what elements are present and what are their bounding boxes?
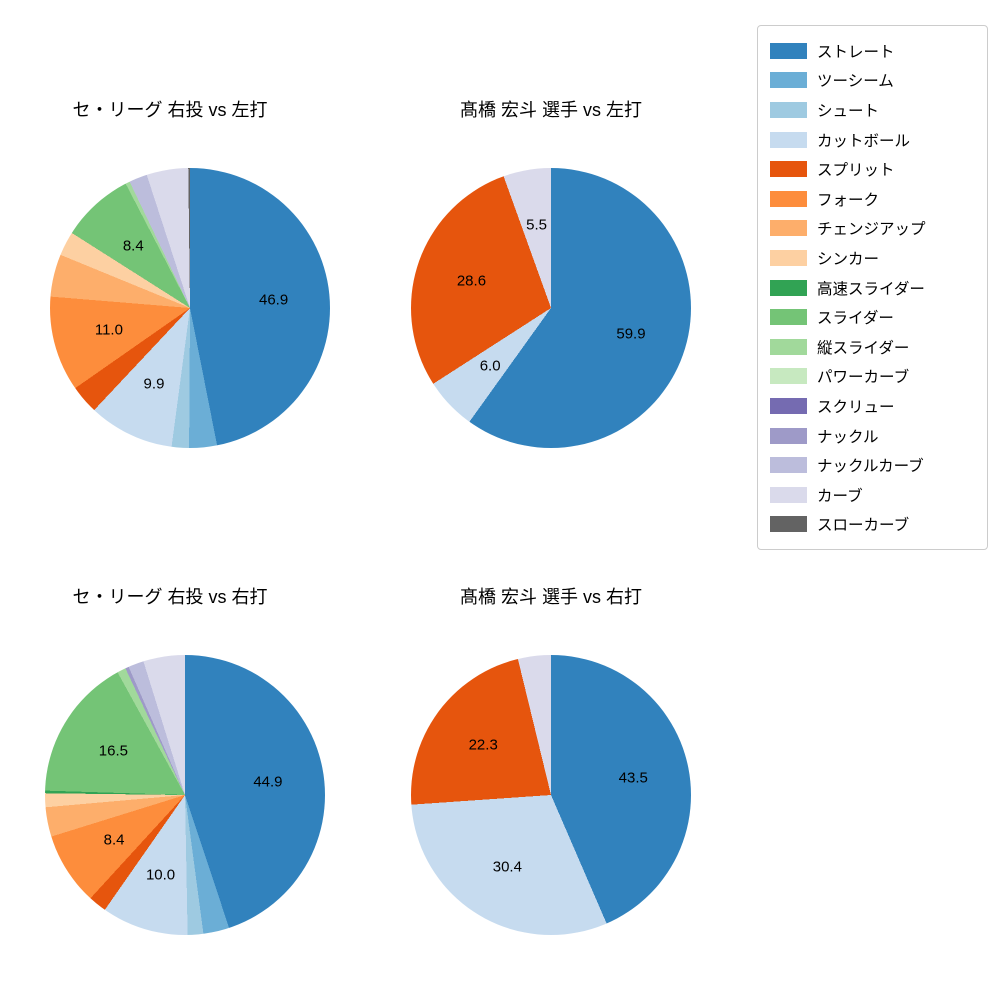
legend-color-swatch: [770, 486, 807, 503]
legend-color-swatch: [770, 131, 807, 148]
legend-label: 縦スライダー: [817, 339, 910, 357]
legend-item: スライダー: [770, 302, 975, 332]
legend-label: スライダー: [817, 310, 894, 328]
legend-item: シンカー: [770, 243, 975, 273]
legend-label: 高速スライダー: [817, 280, 925, 298]
legend-label: スクリュー: [817, 398, 895, 416]
pie-chart-league-vs-right: 44.9 10.0 8.4 16.5: [45, 655, 325, 935]
slice-value-label: 16.5: [98, 742, 128, 760]
legend-item: チェンジアップ: [770, 214, 975, 244]
legend-label: カットボール: [817, 132, 911, 150]
legend-color-swatch: [770, 338, 807, 355]
slice-value-label: 59.9: [616, 325, 646, 343]
slice-value-label: 22.3: [468, 736, 498, 754]
legend-label: カーブ: [817, 487, 863, 505]
legend-color-swatch: [770, 457, 807, 474]
legend-label: ナックルカーブ: [817, 458, 924, 476]
legend-color-swatch: [770, 427, 807, 444]
legend-item: シュート: [770, 95, 975, 125]
legend-label: ナックル: [817, 428, 879, 446]
chart-1-title: 髙橋 宏斗 選手 vs 左打: [459, 100, 643, 120]
legend: ストレートツーシームシュートカットボール スプリットフォークチェンジアップ シンカー…: [757, 25, 988, 551]
legend-item: 高速スライダー: [770, 273, 975, 303]
slice-value-label: 10.0: [145, 866, 176, 884]
legend-label: シンカー: [817, 250, 880, 268]
legend-label: チェンジアップ: [817, 221, 926, 239]
legend-color-swatch: [770, 368, 807, 385]
legend-item: ナックル: [770, 421, 975, 451]
legend-label: シュート: [817, 102, 880, 120]
legend-color-swatch: [770, 249, 807, 266]
chart-0-title: セ・リーグ 右投 vs 左打: [72, 100, 268, 120]
chart-3-title: 髙橋 宏斗 選手 vs 右打: [459, 587, 643, 607]
legend-label: ツーシーム: [817, 73, 894, 91]
legend-color-swatch: [770, 309, 807, 326]
legend-label: パワーカーブ: [817, 369, 910, 387]
slice-value-label: 11.0: [94, 321, 123, 339]
pie-chart-player-vs-left: 59.9 6.0 28.6 5.5: [411, 168, 691, 448]
legend-color-swatch: [770, 220, 807, 237]
legend-label: ストレート: [817, 43, 895, 61]
legend-label: フォーク: [817, 191, 880, 209]
slice-value-label: 43.5: [618, 769, 648, 787]
legend-color-swatch: [770, 42, 807, 59]
legend-item: カーブ: [770, 480, 975, 510]
slice-value-label: 6.0: [479, 357, 501, 375]
legend-label: スローカーブ: [817, 517, 910, 535]
slice-value-label: 30.4: [492, 858, 522, 876]
legend-color-swatch: [770, 72, 807, 89]
legend-item: ナックルカーブ: [770, 450, 975, 480]
legend-item: パワーカーブ: [770, 362, 975, 392]
legend-item: ツーシーム: [770, 66, 975, 96]
legend-color-swatch: [770, 101, 807, 118]
legend-label: スプリット: [817, 162, 895, 180]
slice-value-label: 46.9: [258, 291, 289, 309]
legend-item: フォーク: [770, 184, 975, 214]
legend-item: スローカーブ: [770, 510, 975, 540]
legend-item: ストレート: [770, 36, 975, 66]
slice-value-label: 5.5: [526, 216, 547, 234]
slice-value-label: 9.9: [143, 375, 165, 393]
slice-value-label: 44.9: [253, 773, 283, 791]
slice-value-label: 8.4: [122, 237, 144, 255]
legend-item: スプリット: [770, 154, 975, 184]
legend-color-swatch: [770, 161, 807, 178]
legend-color-swatch: [770, 279, 807, 296]
legend-color-swatch: [770, 516, 807, 533]
chart-2-title: セ・リーグ 右投 vs 右打: [72, 587, 268, 607]
legend-item: 縦スライダー: [770, 332, 975, 362]
pie-chart-league-vs-left: 46.9 9.9 11.0 8.4: [50, 168, 330, 448]
legend-color-swatch: [770, 397, 807, 414]
slice-value-label: 8.4: [103, 831, 125, 849]
legend-item: スクリュー: [770, 391, 975, 421]
pie-chart-player-vs-right: 43.5 30.4 22.3: [411, 655, 691, 935]
legend-item: カットボール: [770, 125, 975, 155]
slice-value-label: 28.6: [456, 272, 487, 290]
legend-color-swatch: [770, 190, 807, 207]
